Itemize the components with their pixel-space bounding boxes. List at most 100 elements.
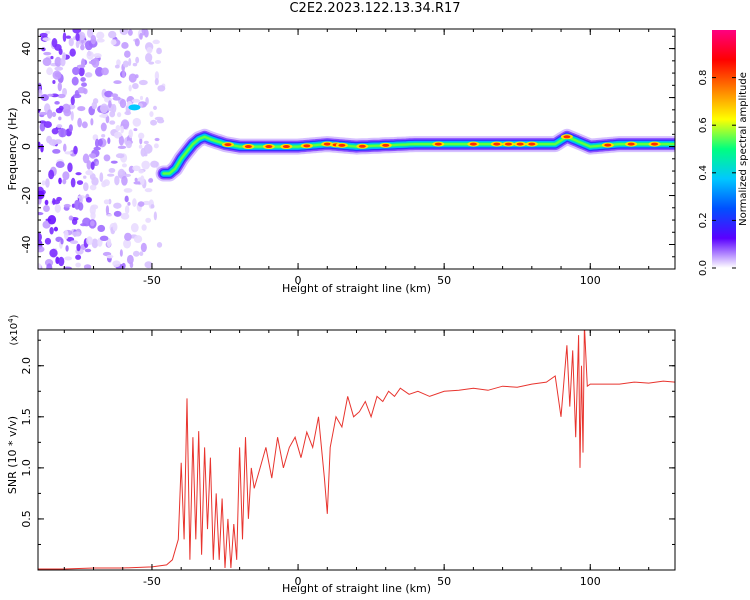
noise-blob xyxy=(141,224,147,231)
ridge-peak xyxy=(627,142,635,146)
noise-blob xyxy=(99,114,108,118)
noise-blob xyxy=(104,90,114,98)
noise-blob xyxy=(63,229,69,240)
noise-blob xyxy=(135,56,140,64)
noise-blob xyxy=(64,151,73,155)
noise-blob xyxy=(47,93,54,97)
noise-blob xyxy=(42,37,51,41)
noise-blob xyxy=(150,119,158,126)
noise-blob xyxy=(96,38,105,43)
noise-blob xyxy=(141,160,150,170)
noise-blob xyxy=(40,144,44,153)
noise-blob xyxy=(49,248,58,258)
noise-blob xyxy=(68,215,74,221)
x-tick-label: -50 xyxy=(143,274,161,287)
noise-blob xyxy=(132,250,140,257)
noise-blob xyxy=(77,117,82,128)
noise-blob xyxy=(62,171,70,181)
ridge-peak xyxy=(516,142,524,146)
noise-blob xyxy=(58,105,64,111)
noise-blob xyxy=(43,204,50,212)
noise-blob xyxy=(40,94,49,102)
noise-blob xyxy=(38,141,41,150)
noise-blob xyxy=(121,163,127,168)
noise-blob xyxy=(44,199,49,206)
noise-blob xyxy=(38,82,42,91)
noise-blob xyxy=(63,203,71,208)
noise-blob xyxy=(39,111,48,116)
noise-blob xyxy=(156,242,163,248)
noise-blob xyxy=(88,153,95,158)
noise-blob xyxy=(138,132,145,140)
noise-blob xyxy=(100,122,107,132)
noise-blob xyxy=(67,162,73,173)
noise-blob xyxy=(54,56,62,67)
noise-blob xyxy=(90,204,99,210)
snr-line xyxy=(38,330,675,570)
noise-blob xyxy=(71,76,79,86)
noise-blob xyxy=(156,118,165,124)
noise-blob xyxy=(156,47,162,55)
noise-blob xyxy=(76,180,84,185)
noise-blob xyxy=(153,211,157,221)
noise-blob xyxy=(137,201,145,207)
noise-blob xyxy=(145,52,153,63)
ridge-peak xyxy=(282,145,290,149)
ridge-peak xyxy=(493,142,501,146)
noise-blob xyxy=(45,178,50,188)
noise-blob xyxy=(38,89,43,98)
noise-blob xyxy=(112,96,121,101)
noise-blob xyxy=(105,115,110,124)
noise-blob xyxy=(110,93,119,98)
colorbar-tick-label: 0.0 xyxy=(698,260,709,276)
noise-blob xyxy=(124,232,132,241)
noise-blob xyxy=(116,59,121,66)
noise-blob xyxy=(121,42,129,49)
noise-blob xyxy=(103,199,110,205)
noise-blob xyxy=(75,172,82,176)
noise-blob xyxy=(63,109,72,117)
noise-blob xyxy=(133,128,138,132)
x-tick-label: 0 xyxy=(295,575,302,588)
noise-blob xyxy=(52,70,62,80)
noise-blob xyxy=(77,106,86,112)
noise-blob xyxy=(107,173,115,177)
noise-blob xyxy=(123,188,133,193)
x-tick-label: 100 xyxy=(580,274,601,287)
noise-blob xyxy=(152,39,160,45)
noise-blob xyxy=(128,58,132,67)
noise-blob xyxy=(112,260,121,268)
noise-blob xyxy=(46,135,53,144)
noise-blob xyxy=(124,195,129,203)
noise-blob xyxy=(58,116,62,121)
noise-blob xyxy=(71,218,78,225)
noise-blob xyxy=(94,66,104,77)
noise-blob xyxy=(57,81,62,92)
noise-blob xyxy=(62,52,67,61)
noise-blob xyxy=(101,134,106,138)
noise-blob xyxy=(81,82,87,87)
noise-blob xyxy=(128,84,132,92)
noise-blob xyxy=(85,196,92,203)
noise-blob xyxy=(148,61,155,65)
noise-blob xyxy=(138,169,145,174)
noise-hotspot xyxy=(128,104,141,111)
noise-blob xyxy=(157,85,166,92)
noise-blob xyxy=(115,153,125,159)
x-tick-label: -50 xyxy=(143,575,161,588)
noise-blob xyxy=(62,32,67,42)
noise-blob xyxy=(154,60,162,64)
ridge-peak xyxy=(303,144,311,148)
noise-blob xyxy=(143,143,153,154)
noise-blob xyxy=(62,178,67,185)
noise-blob xyxy=(98,138,103,147)
noise-blob xyxy=(81,121,88,129)
noise-blob xyxy=(124,50,131,58)
noise-blob xyxy=(58,48,63,56)
noise-blob xyxy=(70,96,75,106)
noise-blob xyxy=(43,121,52,128)
noise-blob xyxy=(96,31,105,40)
noise-blob xyxy=(44,237,52,245)
ridge-peak xyxy=(563,135,571,139)
noise-blob xyxy=(114,64,120,69)
